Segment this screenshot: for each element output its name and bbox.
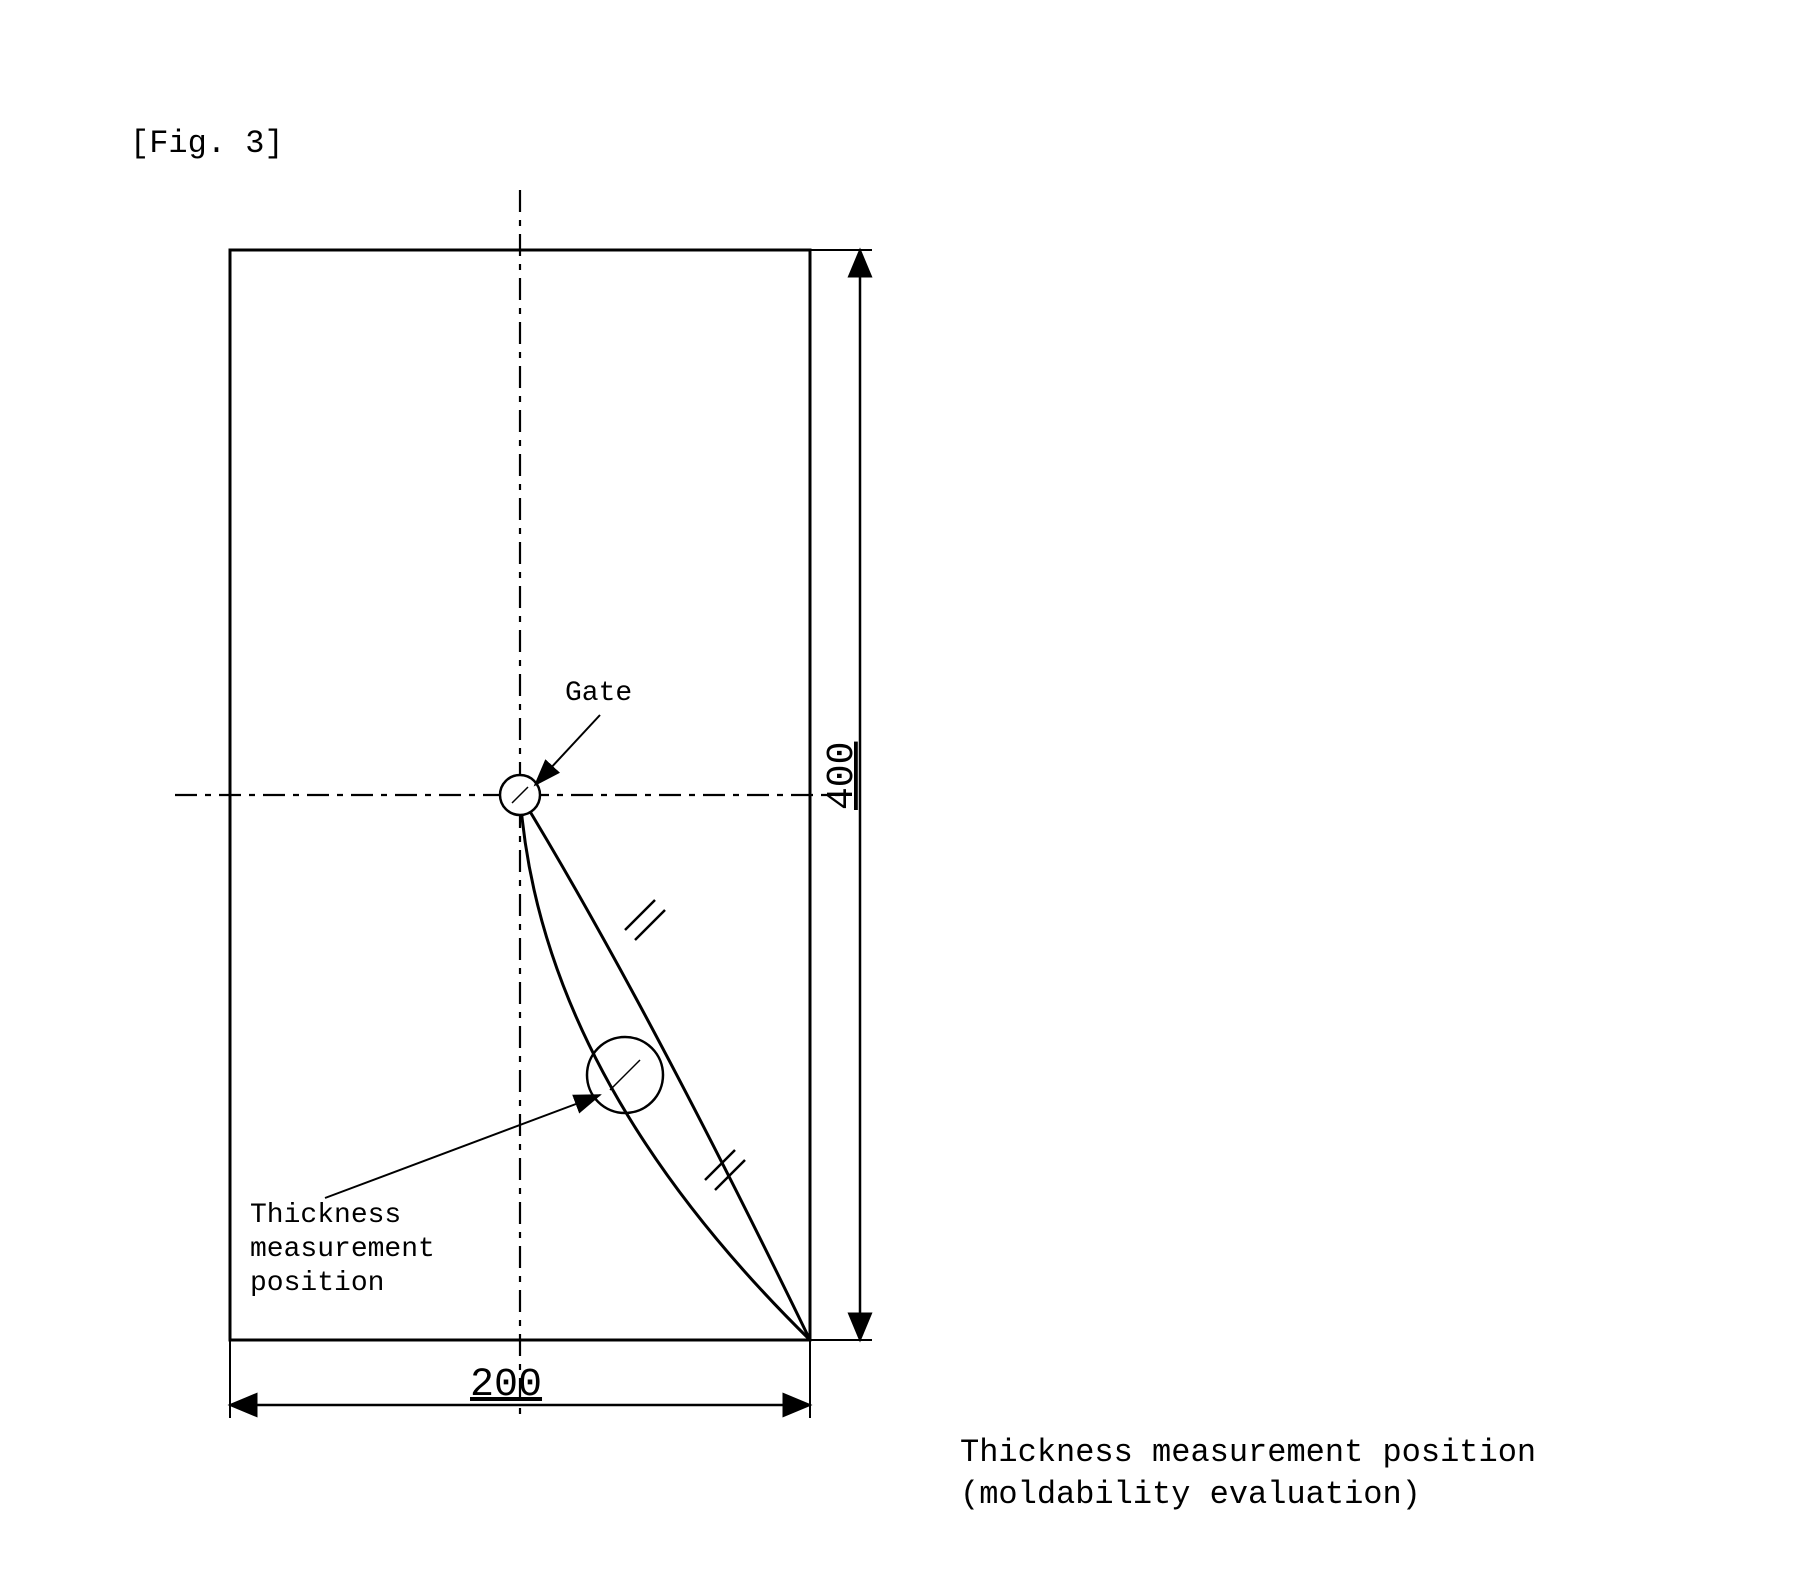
dim-h-label: 200 (470, 1363, 542, 1408)
thickness-label-line-1: Thickness (250, 1200, 401, 1231)
path-curve-inner (520, 795, 810, 1340)
thickness-leader-arrow (325, 1095, 600, 1198)
gate-label: Gate (565, 678, 632, 709)
dim-v-label: 400 (821, 742, 864, 810)
gate-leader-arrow (535, 715, 600, 785)
path-curve-outer (520, 795, 810, 1340)
thickness-center-tick (610, 1060, 640, 1090)
thickness-label-line-2: measurement (250, 1234, 435, 1265)
thickness-label-line-3: position (250, 1268, 384, 1299)
technical-diagram: 200 400 Gate Thickness measurement posit… (0, 0, 1802, 1593)
